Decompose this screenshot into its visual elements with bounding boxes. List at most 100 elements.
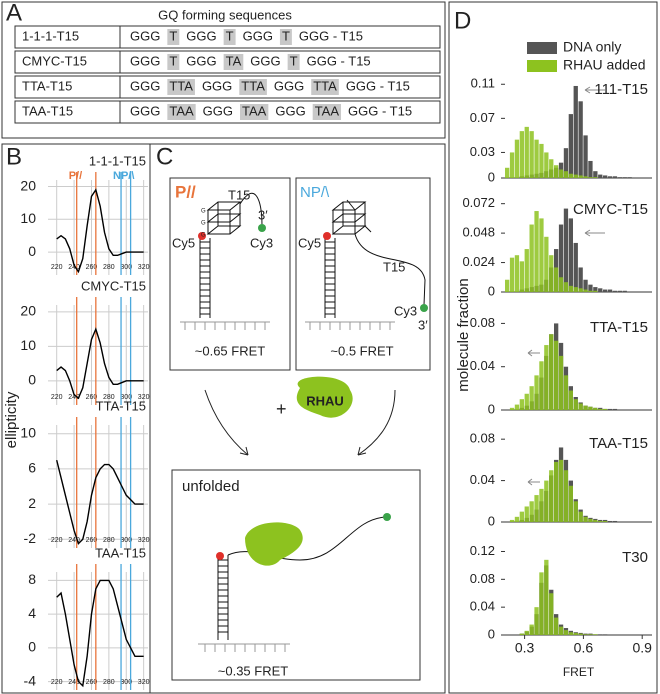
duplex	[180, 192, 270, 330]
panel-b-frame	[1, 143, 151, 694]
label: RHAU	[306, 393, 344, 408]
segment: GGG - T15	[346, 78, 410, 93]
loop-highlight	[239, 79, 267, 95]
histogram-bar	[578, 175, 583, 178]
histogram-bar	[529, 131, 534, 178]
sequence-segment: GGG	[130, 28, 160, 43]
y-tick-label: 0.07	[470, 110, 495, 125]
histogram-bar	[554, 165, 559, 178]
y-axis-label: molecule fraction	[455, 278, 472, 391]
histogram-bar	[607, 176, 613, 178]
histogram-bar	[588, 160, 593, 178]
y-tick-label: 0.04	[470, 472, 495, 487]
histogram-bar	[573, 287, 578, 292]
loop-highlight	[311, 79, 339, 95]
row-name: 1-1-1-T15	[22, 28, 79, 43]
segment: GGG	[202, 78, 232, 93]
label: NP/\	[300, 184, 330, 201]
histogram-bar	[539, 361, 544, 410]
rhau-blob	[296, 376, 353, 418]
label: ~0.65 FRET	[195, 343, 266, 358]
y-tick-label: 0.03	[470, 144, 495, 159]
histogram-bar	[607, 520, 613, 522]
histogram-bar	[554, 267, 559, 292]
segment: T	[167, 28, 180, 45]
label: P//	[175, 182, 196, 201]
x-tick-label: 260	[86, 394, 98, 401]
histogram-bar	[622, 177, 627, 178]
histogram-bar	[593, 177, 598, 178]
histogram-bar	[558, 277, 564, 292]
label: ~0.35 FRET	[218, 663, 289, 678]
histogram-bar	[524, 126, 529, 178]
histogram-bar	[514, 255, 520, 292]
segment: GGG	[186, 28, 216, 43]
x-tick-label: 300	[120, 264, 132, 271]
histogram-bar	[505, 279, 510, 292]
histogram-bar	[534, 139, 539, 178]
segment: TTA	[239, 78, 267, 95]
histogram-bar	[539, 218, 544, 292]
label: 3′	[418, 317, 428, 332]
histogram-bar	[578, 633, 583, 635]
duplex	[305, 199, 426, 330]
x-tick-label: 0.9	[632, 640, 652, 656]
x-tick-label: 240	[68, 537, 80, 544]
y-tick-label: 0	[28, 372, 36, 388]
legend-label: DNA only	[563, 39, 621, 55]
histogram-bar	[519, 131, 524, 178]
cy3-dot	[258, 224, 266, 232]
chart-title: 1-1-1-T15	[89, 153, 146, 168]
histogram-bar	[627, 177, 632, 178]
histogram-bar	[529, 501, 534, 522]
y-tick-label: 0.08	[470, 431, 495, 446]
segment: GGG	[250, 53, 280, 68]
panel-a-frame	[1, 1, 446, 139]
row-name: CMYC-T15	[22, 53, 87, 68]
parallel-box	[169, 177, 291, 371]
y-tick-label: 0	[488, 283, 495, 298]
histogram-bar	[583, 279, 588, 292]
table-title: GQ forming sequences	[158, 7, 292, 22]
sequence-segment: GGG	[274, 78, 304, 93]
histogram-bar	[524, 249, 529, 292]
histogram-bar	[539, 572, 544, 635]
histogram-bar	[588, 406, 593, 410]
sequence-segment: T	[282, 28, 290, 43]
sequence-segment: GGG - T15	[346, 78, 410, 93]
y-tick-label: 0	[28, 639, 36, 655]
reference-label: NP/\	[113, 170, 134, 182]
y-tick-label: 2	[28, 495, 36, 511]
histogram-bar	[549, 593, 554, 635]
row-name: TAA-T15	[22, 103, 73, 118]
label: G	[201, 233, 206, 239]
histogram-bar	[588, 634, 593, 635]
histogram-bar	[509, 152, 515, 178]
segment: TTA	[311, 78, 339, 95]
histogram-bar	[617, 177, 622, 178]
sequence-segment: GGG - T15	[348, 103, 412, 118]
histogram-bar	[558, 169, 564, 178]
histogram-bar	[524, 630, 529, 635]
y-tick-label: 0.024	[462, 254, 495, 269]
loop-highlight	[287, 54, 300, 70]
panel-c-frame	[149, 143, 446, 694]
sequence-segment: TTA	[313, 78, 337, 93]
histogram-bar	[617, 290, 622, 292]
histogram-bar	[573, 242, 578, 292]
loop-highlight	[167, 79, 195, 95]
histogram-bar	[524, 506, 529, 522]
y-tick-label: 0.048	[462, 225, 495, 240]
histogram-bar	[588, 518, 593, 522]
chart-title: CMYC-T15	[573, 201, 648, 218]
x-tick-label: 280	[103, 264, 115, 271]
segment: GGG	[203, 103, 233, 118]
shift-arrow	[584, 229, 605, 237]
histogram-bar	[607, 289, 613, 292]
x-tick-label: 240	[68, 394, 80, 401]
arrow	[204, 389, 396, 456]
segment: GGG - T15	[348, 103, 412, 118]
label: T15	[228, 187, 250, 202]
x-tick-label: 220	[51, 537, 63, 544]
